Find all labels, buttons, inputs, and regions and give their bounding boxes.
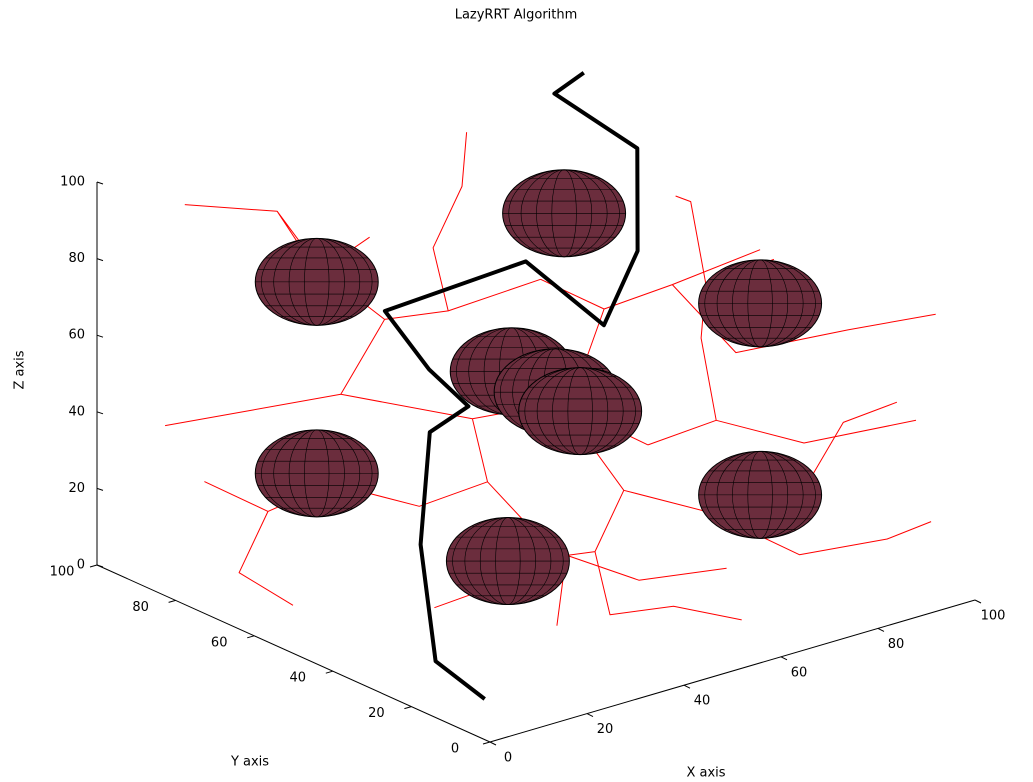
z-axis-label: Z axis (13, 350, 28, 389)
obstacle (445, 517, 570, 606)
z-tick-label: 60 (68, 328, 85, 343)
y-axis-label: Y axis (230, 755, 269, 770)
z-tick (96, 487, 104, 491)
z-tick (96, 258, 104, 262)
y-tick (482, 741, 491, 745)
obstacle (254, 237, 379, 326)
x-tick (780, 656, 788, 661)
chart-title: LazyRRT Algorithm (455, 8, 578, 23)
y-tick (325, 670, 333, 674)
y-tick-label: 80 (132, 600, 149, 615)
x-tick-label: 100 (981, 609, 1006, 624)
z-tick (96, 411, 104, 415)
y-tick-label: 20 (368, 706, 385, 721)
z-tick-label: 20 (68, 481, 85, 496)
x-tick-label: 60 (791, 665, 808, 680)
obstacle (502, 169, 627, 258)
z-tick-label: 80 (68, 251, 85, 266)
obstacle (698, 450, 823, 539)
x-axis-line (489, 599, 976, 743)
z-tick (96, 334, 104, 338)
y-tick-label: 40 (290, 671, 307, 686)
y-tick-label: 100 (50, 565, 75, 580)
y-tick (89, 564, 98, 568)
x-axis-label: X axis (686, 766, 725, 781)
z-tick-label: 40 (68, 404, 85, 419)
x-tick-label: 40 (694, 694, 711, 709)
x-tick (586, 713, 594, 718)
y-tick-label: 0 (451, 742, 459, 757)
z-tick (96, 564, 104, 568)
solution-path (382, 71, 640, 701)
x-tick-label: 0 (504, 751, 512, 766)
z-tick (96, 181, 104, 185)
x-tick-label: 80 (888, 637, 905, 652)
z-tick-label: 0 (77, 558, 85, 573)
x-tick (489, 741, 497, 746)
obstacle (698, 259, 823, 348)
y-tick (404, 706, 412, 710)
x-tick (683, 684, 691, 689)
x-tick-label: 20 (597, 722, 614, 737)
y-tick (247, 635, 255, 639)
x-tick (877, 627, 885, 632)
y-tick-label: 60 (211, 635, 228, 650)
y-tick (168, 599, 176, 603)
obstacle (254, 429, 379, 518)
y-axis-line (96, 564, 491, 743)
x-tick (974, 599, 982, 604)
z-tick-label: 100 (60, 175, 85, 190)
obstacle (518, 367, 643, 456)
